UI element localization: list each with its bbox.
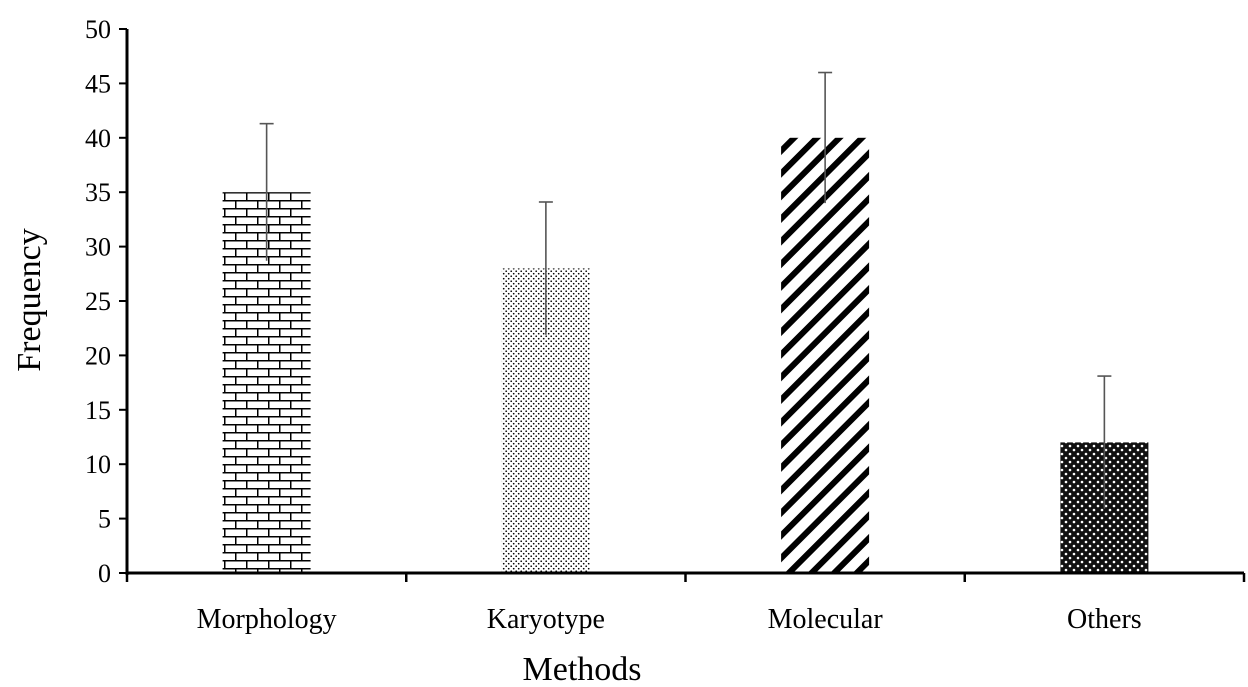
x-tick-label: Morphology (197, 604, 337, 635)
x-tick-label: Others (1067, 604, 1142, 635)
x-axis-title: Methods (523, 651, 642, 687)
error-bar-molecular (818, 71, 833, 204)
error-bar-morphology (259, 122, 274, 261)
y-tick-label: 40 (85, 124, 111, 153)
y-tick-label: 30 (85, 233, 111, 262)
x-tick-label: Molecular (768, 604, 884, 635)
y-tick-label: 50 (85, 15, 111, 44)
y-tick-label: 35 (85, 178, 111, 207)
y-tick-label: 15 (85, 396, 111, 425)
bar-molecular (781, 137, 870, 574)
error-bar-others (1097, 375, 1112, 509)
y-axis-title: Frequency (11, 228, 48, 372)
y-tick-label: 20 (85, 341, 111, 370)
y-tick-label: 25 (85, 287, 111, 316)
y-tick-label: 45 (85, 69, 111, 98)
y-tick-label: 10 (85, 450, 111, 479)
x-tick-label: Karyotype (487, 604, 605, 635)
y-tick-label: 5 (98, 505, 111, 534)
error-bar-karyotype (538, 201, 553, 335)
y-tick-label: 0 (98, 559, 111, 588)
